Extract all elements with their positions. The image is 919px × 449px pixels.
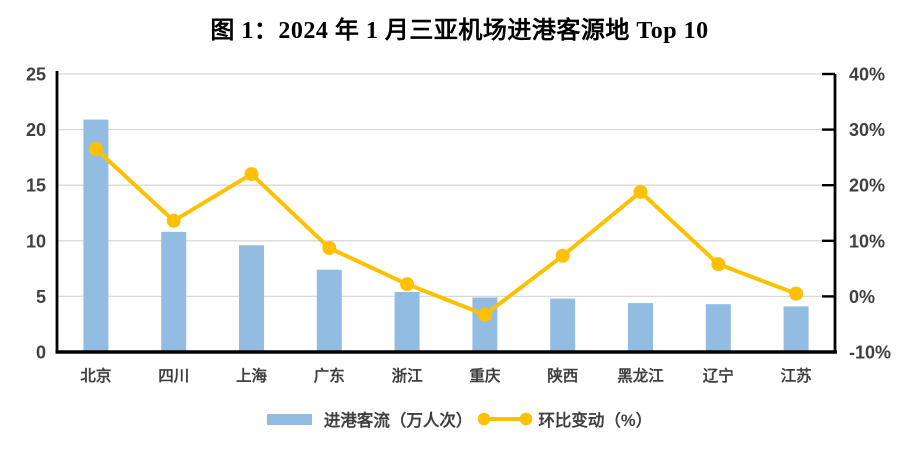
line-series xyxy=(94,147,797,317)
x-axis-category-label-1: 四川 xyxy=(158,368,189,385)
right-axis-tick-label-1: 30% xyxy=(849,120,885,140)
bar-8 xyxy=(705,304,731,352)
line-point-6 xyxy=(555,248,570,263)
right-axis-tick-label-3: 10% xyxy=(849,231,885,251)
left-axis-tick-label-0: 25 xyxy=(26,65,46,85)
right-axis-tick-label-2: 20% xyxy=(849,176,885,196)
left-axis-tick-label-2: 15 xyxy=(26,176,46,196)
combo-chart-canvas: 25 20 15 10 5 0 40% 30% 20% 10% 0% -10% 北京 四川 上海 广东 浙江 重庆… xyxy=(26,65,891,386)
line-point-3 xyxy=(322,241,337,256)
bar-7 xyxy=(628,303,653,352)
right-axis-tick-label-0: 40% xyxy=(849,65,885,85)
bar-9 xyxy=(783,306,809,352)
chart-title: 图 1：2024 年 1 月三亚机场进港客源地 Top 10 xyxy=(210,18,709,44)
bar-6 xyxy=(550,298,576,352)
line-point-4 xyxy=(400,277,415,292)
x-axis-category-label-5: 重庆 xyxy=(469,366,501,385)
bar-3 xyxy=(316,269,342,352)
left-axis-tick-label-1: 20 xyxy=(26,120,46,140)
x-axis-category-label-0: 北京 xyxy=(80,366,111,385)
line-point-1 xyxy=(166,213,181,228)
chart-legend: 进港客流（万人次） 环比变动（%） xyxy=(0,407,919,431)
line-point-8 xyxy=(711,257,726,272)
x-axis-category-label-4: 浙江 xyxy=(392,366,424,385)
x-axis-category-label-8: 辽宁 xyxy=(703,366,734,385)
left-axis-tick-label-5: 0 xyxy=(36,343,46,363)
legend-bar-label: 进港客流（万人次） xyxy=(323,412,473,430)
right-axis-tick-label-4: 0% xyxy=(849,287,875,307)
line-point-9 xyxy=(789,286,804,301)
x-axis-category-label-2: 上海 xyxy=(236,366,268,385)
bar-2 xyxy=(239,245,264,352)
left-axis-tick-label-3: 10 xyxy=(26,231,46,251)
bar-swatch-icon xyxy=(266,413,312,425)
line-point-7 xyxy=(633,184,648,199)
x-axis-category-label-6: 陕西 xyxy=(547,366,578,385)
line-point-2 xyxy=(244,167,259,182)
line-marker-icon xyxy=(478,412,533,426)
right-axis-tick-label-5: -10% xyxy=(849,343,891,363)
x-axis-category-label-7: 黑龙江 xyxy=(617,366,664,385)
bar-1 xyxy=(161,231,187,352)
line-point-0 xyxy=(88,142,103,157)
x-axis-category-label-3: 广东 xyxy=(314,366,345,385)
x-axis-category-label-9: 江苏 xyxy=(781,366,813,385)
legend-line-label: 环比变动（%） xyxy=(538,412,653,430)
left-axis-tick-label-4: 5 xyxy=(36,287,46,307)
line-point-5 xyxy=(477,307,492,322)
bar-4 xyxy=(394,291,420,352)
